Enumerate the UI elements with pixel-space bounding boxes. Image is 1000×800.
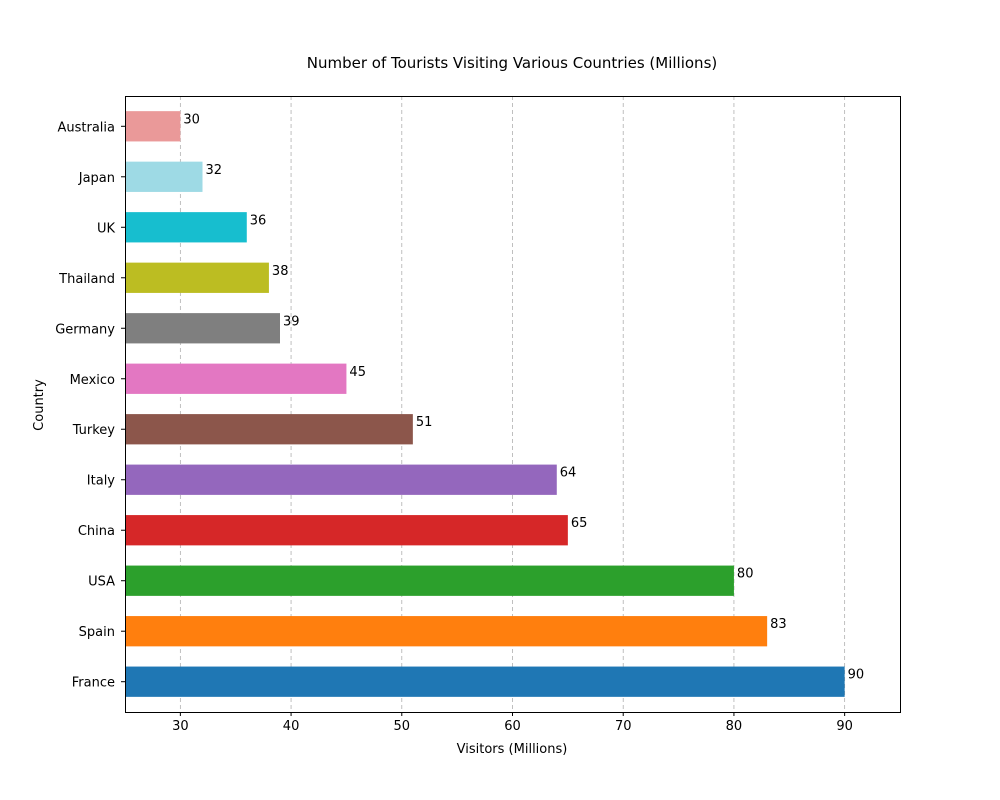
bar-germany: [125, 313, 280, 344]
data-label: 45: [349, 365, 366, 380]
data-label: 32: [206, 163, 223, 178]
x-tick-label: 30: [172, 719, 189, 734]
y-tick-label: Spain: [79, 625, 115, 640]
data-label: 83: [770, 617, 787, 632]
y-tick-label: China: [78, 524, 115, 539]
bar-china: [125, 515, 568, 546]
y-tick-label: Turkey: [72, 423, 116, 438]
bar-usa: [125, 565, 734, 596]
data-label: 64: [560, 466, 577, 481]
y-tick-label: Mexico: [70, 373, 115, 388]
chart-title: Number of Tourists Visiting Various Coun…: [307, 54, 718, 72]
data-label: 65: [571, 516, 588, 531]
bar-spain: [125, 616, 768, 647]
y-tick-label: France: [72, 676, 115, 691]
y-tick-label: Germany: [55, 322, 115, 337]
data-label: 51: [416, 415, 433, 430]
y-tick-label: USA: [88, 575, 115, 590]
data-label: 36: [250, 213, 267, 228]
y-tick-label: Italy: [87, 474, 116, 489]
x-tick-label: 40: [283, 719, 300, 734]
data-label: 39: [283, 314, 300, 329]
data-label: 38: [272, 264, 289, 279]
x-tick-label: 50: [394, 719, 411, 734]
bar-france: [125, 666, 845, 697]
bar-turkey: [125, 414, 413, 445]
x-axis: 30 40 50 60 70 80 90: [172, 712, 853, 734]
data-labels: 90 83 80 65 64 51 45 39 38 36 32 30: [183, 112, 864, 682]
x-tick-label: 60: [504, 719, 521, 734]
y-tick-label: Australia: [57, 120, 115, 135]
x-axis-label: Visitors (Millions): [457, 742, 568, 757]
bars: [125, 111, 845, 697]
y-axis-label: Country: [32, 379, 47, 431]
bar-japan: [125, 161, 203, 192]
x-tick-label: 70: [615, 719, 632, 734]
bar-thailand: [125, 262, 269, 293]
bar-uk: [125, 212, 247, 243]
y-tick-label: Japan: [78, 171, 115, 186]
bar-australia: [125, 111, 181, 142]
y-axis: France Spain USA China Italy Turkey Mexico Germ…: [55, 120, 125, 691]
grid-lines: [179, 96, 846, 712]
x-tick-label: 90: [836, 719, 853, 734]
plot-frame: [125, 96, 901, 713]
bar-mexico: [125, 363, 347, 394]
bar-italy: [125, 464, 557, 495]
data-label: 30: [183, 112, 200, 127]
y-tick-label: Thailand: [58, 272, 115, 287]
x-tick-label: 80: [726, 719, 743, 734]
data-label: 80: [737, 567, 754, 582]
data-label: 90: [848, 668, 865, 683]
y-tick-label: UK: [97, 221, 116, 236]
